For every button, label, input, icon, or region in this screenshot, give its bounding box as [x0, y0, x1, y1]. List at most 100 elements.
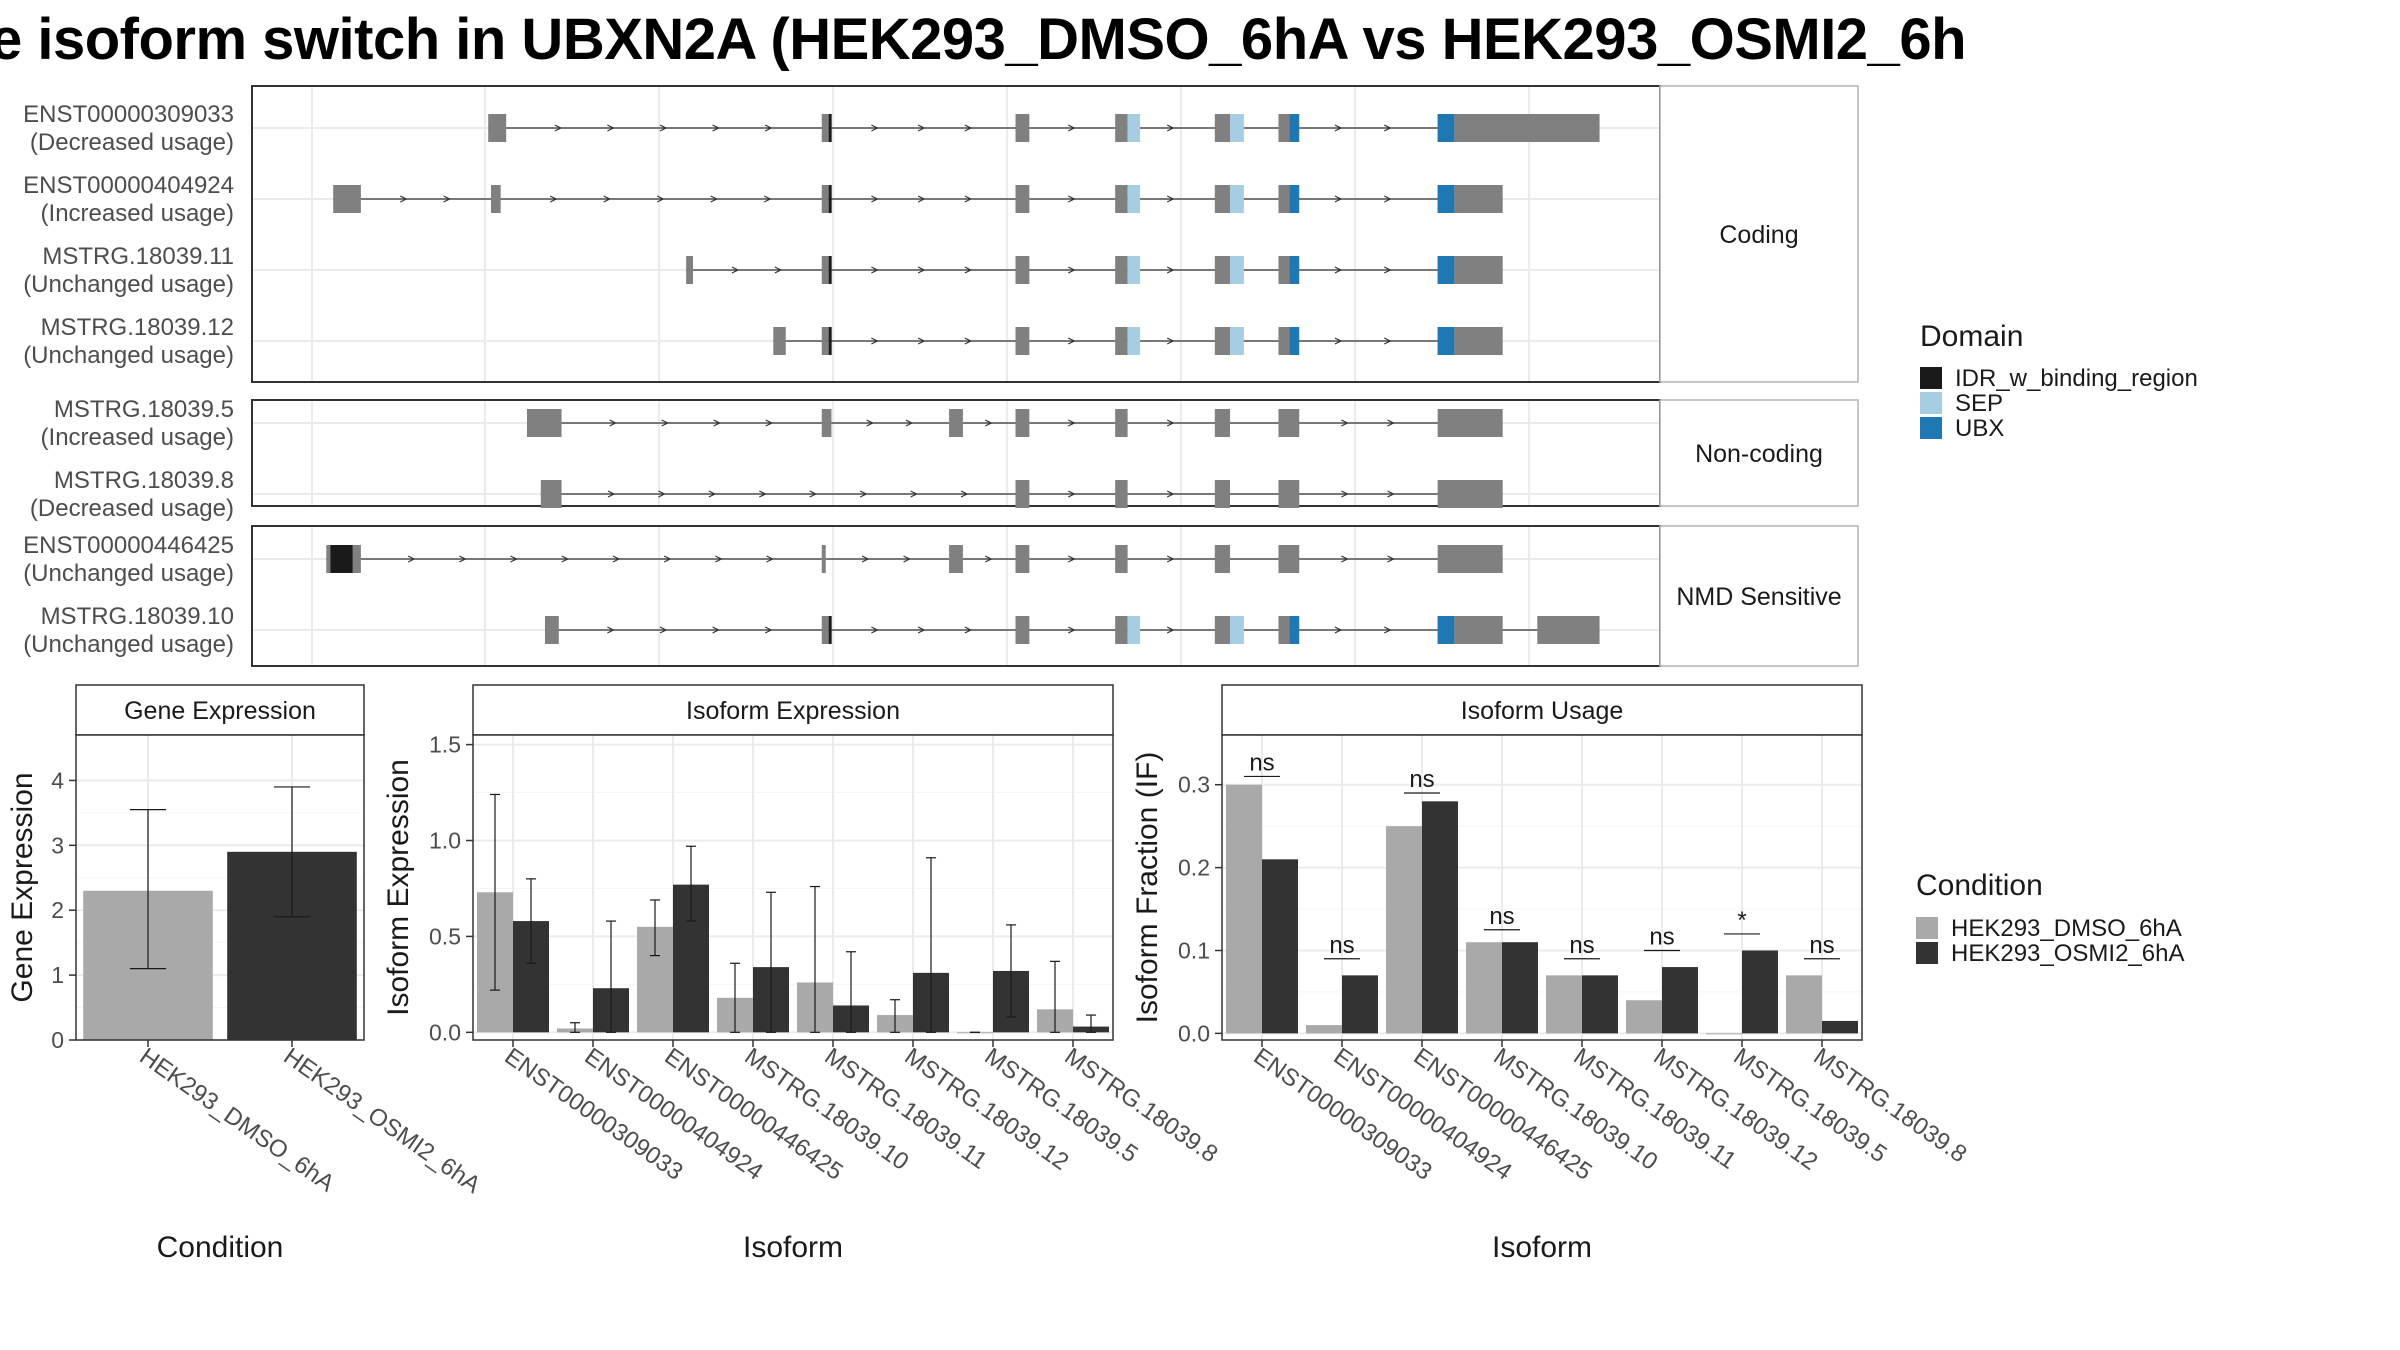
bar [1342, 975, 1378, 1034]
direction-arrow [656, 195, 665, 203]
exon [1214, 256, 1231, 284]
chart-title: Gene Expression [124, 697, 316, 725]
domain-ubx [1437, 185, 1455, 213]
bar [1386, 826, 1422, 1034]
exon [1454, 185, 1503, 213]
isoform-row: MSTRG.18039.12(Unchanged usage) [23, 314, 1503, 369]
direction-arrow [1166, 195, 1175, 203]
y-tick-label: 3 [51, 832, 64, 858]
direction-arrow [905, 419, 914, 427]
direction-arrow [917, 195, 926, 203]
exon [1437, 409, 1503, 437]
exon [1115, 327, 1128, 355]
bar [1742, 950, 1778, 1034]
domain-idr-w-binding-region [828, 114, 832, 142]
direction-arrow [964, 195, 973, 203]
domain-legend-label: UBX [1955, 415, 2004, 442]
isoform-usage-label: (Unchanged usage) [23, 271, 234, 298]
chart-strip [75, 684, 365, 736]
facet-strip-label: Non-coding [1695, 440, 1823, 468]
isoform-usage-label: (Decreased usage) [30, 129, 234, 156]
domain-legend-key [1920, 392, 1942, 414]
domain-sep [1230, 256, 1244, 284]
direction-arrow [1166, 124, 1175, 132]
direction-arrow [1384, 266, 1392, 274]
exon [488, 114, 507, 142]
direction-arrow [710, 195, 719, 203]
exon [1214, 409, 1231, 437]
significance-label: * [1737, 907, 1746, 934]
facet-strip-label: Coding [1719, 221, 1798, 249]
direction-arrow [984, 419, 993, 427]
direction-arrow [1387, 555, 1395, 563]
exon [1437, 545, 1503, 573]
exon [1537, 616, 1600, 644]
exon [1278, 185, 1290, 213]
direction-arrow [871, 266, 879, 274]
isoform-row: MSTRG.18039.11(Unchanged usage) [23, 243, 1503, 298]
direction-arrow [766, 555, 774, 563]
domain-sep [1230, 616, 1244, 644]
direction-arrow [763, 195, 772, 203]
exon [526, 409, 562, 437]
bar [1626, 1000, 1662, 1034]
direction-arrow [984, 555, 993, 563]
exon [1015, 327, 1030, 355]
direction-arrow [603, 195, 612, 203]
exon [1214, 327, 1231, 355]
direction-arrow [554, 124, 563, 132]
isoform-usage-label: (Decreased usage) [30, 495, 234, 522]
bar [1822, 1020, 1858, 1034]
y-tick-label: 1.0 [429, 828, 461, 854]
isoform-id-label: MSTRG.18039.12 [41, 314, 234, 341]
domain-legend-label: SEP [1955, 390, 2003, 417]
facet-strip-label: NMD Sensitive [1676, 583, 1841, 611]
exon [821, 545, 826, 573]
y-tick-label: 0.3 [1178, 772, 1210, 798]
domain-sep [1127, 327, 1141, 355]
chart-title: Isoform Usage [1461, 697, 1624, 725]
bar [1662, 967, 1698, 1034]
direction-arrow [809, 490, 818, 498]
isoform-row: MSTRG.18039.10(Unchanged usage) [23, 603, 1600, 658]
x-axis-title: Isoform [743, 1231, 843, 1264]
y-tick-label: 0.1 [1178, 937, 1210, 963]
direction-arrow [1384, 626, 1392, 634]
domain-legend-key [1920, 367, 1942, 389]
direction-arrow [866, 419, 874, 427]
exon [821, 185, 829, 213]
exon [686, 256, 694, 284]
exon [1015, 256, 1030, 284]
direction-arrow [964, 266, 973, 274]
y-tick-label: 2 [51, 897, 64, 923]
isoform-usage-chart: Isoform Usage ns ns ns ns ns ns * ns 0.0 0.1 0.2 0.3… [1131, 684, 1972, 1264]
isoform-id-label: MSTRG.18039.5 [54, 396, 234, 423]
isoform-usage-label: (Increased usage) [41, 424, 234, 451]
isoform-usage-label: (Increased usage) [41, 200, 234, 227]
direction-arrow [561, 555, 570, 563]
direction-arrow [459, 555, 467, 563]
direction-arrow [960, 490, 969, 498]
bar [1226, 784, 1262, 1034]
exon [773, 327, 786, 355]
domain-ubx [1289, 256, 1300, 284]
y-tick-label: 0 [51, 1027, 64, 1053]
exon [1115, 616, 1128, 644]
direction-arrow [659, 626, 668, 634]
condition-legend-key [1916, 917, 1938, 939]
significance-label: ns [1409, 766, 1434, 793]
direction-arrow [712, 124, 720, 132]
isoform-row: ENST00000446425(Unchanged usage) [23, 532, 1503, 587]
isoform-row: ENST00000404924(Increased usage) [23, 172, 1503, 227]
domain-ubx [1289, 185, 1300, 213]
domain-idr-w-binding-region [828, 185, 832, 213]
direction-arrow [731, 266, 740, 274]
direction-arrow [659, 124, 668, 132]
domain-legend-title: Domain [1920, 320, 2023, 353]
significance-label: ns [1649, 923, 1674, 950]
direction-arrow [1067, 195, 1076, 203]
